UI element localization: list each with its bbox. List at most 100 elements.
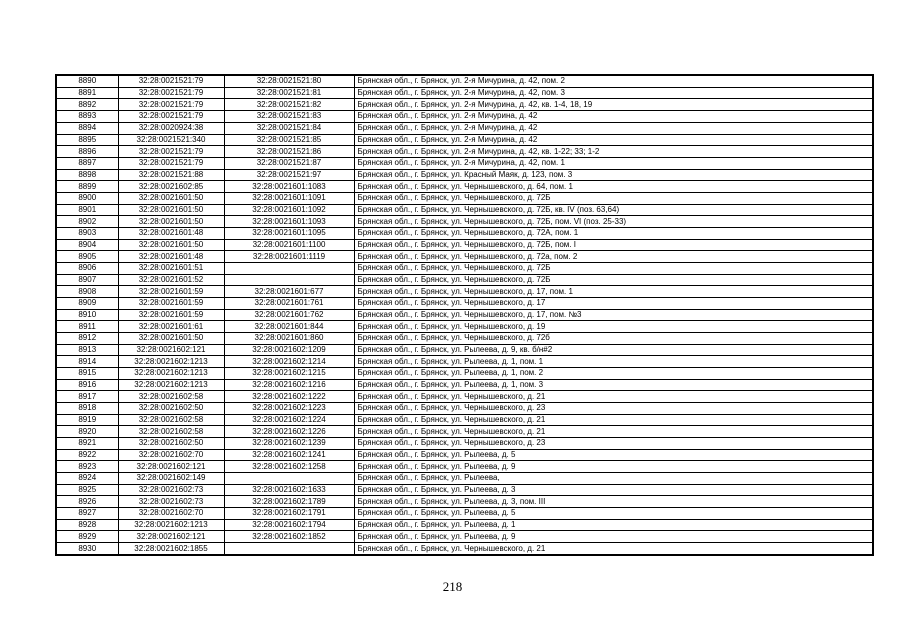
- cadastral-number-1-cell: 32:28:0021601:50: [117, 331, 225, 345]
- row-number-cell: 8929: [55, 530, 119, 544]
- address-cell: Брянская обл., г. Брянск, ул. Рылеева, д…: [353, 355, 874, 368]
- cadastral-number-2-cell: 32:28:0021602:1258: [223, 460, 355, 473]
- table-row: 8900 32:28:0021601:50 32:28:0021601:1091 Бр…: [55, 191, 874, 205]
- cadastral-number-2-cell: 32:28:0021602:1239: [223, 436, 355, 450]
- cadastral-number-2-cell: 32:28:0021521:86: [223, 145, 355, 158]
- address-cell: Брянская обл., г. Брянск, ул. Чернышевск…: [353, 436, 874, 450]
- row-number-cell: 8904: [55, 238, 119, 252]
- address-cell: Брянская обл., г. Брянск, ул. Чернышевск…: [353, 413, 874, 427]
- address-cell: Брянская обл., г. Брянск, ул. Рылеева, д…: [353, 343, 874, 357]
- address-cell: Брянская обл., г. Брянск, ул. Рылеева, д…: [353, 366, 874, 380]
- row-number-cell: 8927: [55, 507, 119, 520]
- cadastral-number-2-cell: 32:28:0021602:1241: [223, 448, 355, 462]
- cadastral-number-1-cell: 32:28:0021601:59: [117, 296, 225, 310]
- row-number-cell: 8914: [55, 355, 119, 368]
- address-cell: Брянская обл., г. Брянск, ул. Чернышевск…: [353, 215, 874, 228]
- table-row: 8902 32:28:0021601:50 32:28:0021601:1093 Бр…: [55, 215, 874, 228]
- cadastral-number-2-cell: [223, 541, 355, 556]
- row-number-cell: 8925: [55, 483, 119, 497]
- table-row: 8930 32:28:0021602:1855 Брянская обл., г. …: [55, 541, 874, 556]
- row-number-cell: 8921: [55, 436, 119, 450]
- table-row: 8918 32:28:0021602:50 32:28:0021602:1223 Бр…: [55, 401, 874, 415]
- row-number-cell: 8918: [55, 401, 119, 415]
- page-number: 218: [442, 579, 463, 594]
- cadastral-number-2-cell: 32:28:0021602:1226: [223, 425, 355, 438]
- table-row: 8921 32:28:0021602:50 32:28:0021602:1239 Бр…: [55, 436, 874, 450]
- cadastral-number-2-cell: [223, 273, 355, 287]
- cadastral-number-1-cell: 32:28:0021601:50: [117, 238, 225, 252]
- table-row: 8917 32:28:0021602:58 32:28:0021602:1222 Бр…: [55, 390, 874, 403]
- row-number-cell: 8901: [55, 203, 119, 217]
- cadastral-number-1-cell: 32:28:0021601:59: [117, 308, 225, 322]
- table-row: 8929 32:28:0021602:121 32:28:0021602:1852 Б…: [55, 530, 874, 544]
- cadastral-number-1-cell: 32:28:0021602:70: [117, 507, 225, 520]
- table-row: 8925 32:28:0021602:73 32:28:0021602:1633 Бр…: [55, 483, 874, 497]
- address-cell: Брянская обл., г. Брянск, ул. 2-я Мичури…: [353, 156, 874, 170]
- address-cell: Брянская обл., г. Брянск, ул. Чернышевск…: [353, 331, 874, 345]
- table-row: 8908 32:28:0021601:59 32:28:0021601:677 Бря…: [55, 285, 874, 298]
- cadastral-number-2-cell: [223, 471, 355, 485]
- table-row: 8906 32:28:0021601:51 Брянская обл., г. Бр…: [55, 261, 874, 275]
- address-cell: Брянская обл., г. Брянск, ул. Рылеева,: [353, 471, 874, 485]
- row-number-cell: 8908: [55, 285, 119, 298]
- cadastral-number-2-cell: 32:28:0021601:762: [223, 308, 355, 322]
- row-number-cell: 8890: [55, 74, 119, 88]
- cadastral-number-1-cell: 32:28:0021521:79: [117, 74, 225, 88]
- cadastral-number-2-cell: 32:28:0021602:1224: [223, 413, 355, 427]
- address-cell: Брянская обл., г. Брянск, ул. Рылеева, д…: [353, 378, 874, 392]
- address-cell: Брянская обл., г. Брянск, ул. Чернышевск…: [353, 261, 874, 275]
- table-row: 8891 32:28:0021521:79 32:28:0021521:81 Брян…: [55, 86, 874, 100]
- cadastral-number-2-cell: 32:28:0021601:844: [223, 320, 355, 333]
- cadastral-number-2-cell: 32:28:0021602:1214: [223, 355, 355, 368]
- cadastral-table: 8890 32:28:0021521:79 32:28:0021521:80 Брян…: [55, 74, 874, 556]
- table-row: 8926 32:28:0021602:73 32:28:0021602:1789 Бр…: [55, 495, 874, 508]
- row-number-cell: 8920: [55, 425, 119, 438]
- cadastral-number-2-cell: 32:28:0021601:1093: [223, 215, 355, 228]
- row-number-cell: 8894: [55, 121, 119, 135]
- cadastral-number-2-cell: 32:28:0021601:860: [223, 331, 355, 345]
- address-cell: Брянская обл., г. Брянск, ул. Рылеева, д…: [353, 507, 874, 520]
- cadastral-number-2-cell: 32:28:0021601:1091: [223, 191, 355, 205]
- cadastral-number-1-cell: 32:28:0021521:79: [117, 86, 225, 100]
- cadastral-number-2-cell: 32:28:0021521:85: [223, 133, 355, 147]
- cadastral-number-2-cell: 32:28:0021602:1222: [223, 390, 355, 403]
- cadastral-number-1-cell: 32:28:0021521:79: [117, 145, 225, 158]
- cadastral-number-1-cell: 32:28:0021521:88: [117, 168, 225, 182]
- cadastral-number-2-cell: 32:28:0021602:1794: [223, 518, 355, 532]
- cadastral-number-1-cell: 32:28:0020924:38: [117, 121, 225, 135]
- address-cell: Брянская обл., г. Брянск, ул. Рылеева, д…: [353, 483, 874, 497]
- table-row: 8893 32:28:0021521:79 32:28:0021521:83 Брян…: [55, 110, 874, 123]
- table-row: 8915 32:28:0021602:1213 32:28:0021602:1215…: [55, 366, 874, 380]
- table-row: 8911 32:28:0021601:61 32:28:0021601:844 Бря…: [55, 320, 874, 333]
- cadastral-number-1-cell: 32:28:0021601:50: [117, 215, 225, 228]
- table-row: 8907 32:28:0021601:52 Брянская обл., г. Бр…: [55, 273, 874, 287]
- table-row: 8913 32:28:0021602:121 32:28:0021602:1209 Б…: [55, 343, 874, 357]
- address-cell: Брянская обл., г. Брянск, ул. Чернышевск…: [353, 226, 874, 240]
- cadastral-number-1-cell: 32:28:0021601:59: [117, 285, 225, 298]
- cadastral-number-1-cell: 32:28:0021602:1213: [117, 378, 225, 392]
- table-row: 8928 32:28:0021602:1213 32:28:0021602:1794…: [55, 518, 874, 532]
- cadastral-number-1-cell: 32:28:0021602:1213: [117, 518, 225, 532]
- table-row: 8904 32:28:0021601:50 32:28:0021601:1100 Бр…: [55, 238, 874, 252]
- cadastral-number-2-cell: 32:28:0021602:1633: [223, 483, 355, 497]
- row-number-cell: 8917: [55, 390, 119, 403]
- cadastral-number-2-cell: 32:28:0021601:761: [223, 296, 355, 310]
- row-number-cell: 8923: [55, 460, 119, 473]
- cadastral-number-2-cell: 32:28:0021521:97: [223, 168, 355, 182]
- address-cell: Брянская обл., г. Брянск, ул. 2-я Мичури…: [353, 145, 874, 158]
- address-cell: Брянская обл., г. Брянск, ул. Чернышевск…: [353, 401, 874, 415]
- cadastral-number-2-cell: 32:28:0021521:84: [223, 121, 355, 135]
- row-number-cell: 8911: [55, 320, 119, 333]
- row-number-cell: 8907: [55, 273, 119, 287]
- address-cell: Брянская обл., г. Брянск, ул. 2-я Мичури…: [353, 98, 874, 112]
- cadastral-number-1-cell: 32:28:0021601:51: [117, 261, 225, 275]
- address-cell: Брянская обл., г. Брянск, ул. 2-я Мичури…: [353, 133, 874, 147]
- address-cell: Брянская обл., г. Брянск, ул. Чернышевск…: [353, 308, 874, 322]
- row-number-cell: 8897: [55, 156, 119, 170]
- row-number-cell: 8891: [55, 86, 119, 100]
- cadastral-number-2-cell: 32:28:0021601:1095: [223, 226, 355, 240]
- cadastral-number-1-cell: 32:28:0021602:50: [117, 401, 225, 415]
- table-row: 8909 32:28:0021601:59 32:28:0021601:761 Бря…: [55, 296, 874, 310]
- cadastral-number-1-cell: 32:28:0021602:58: [117, 425, 225, 438]
